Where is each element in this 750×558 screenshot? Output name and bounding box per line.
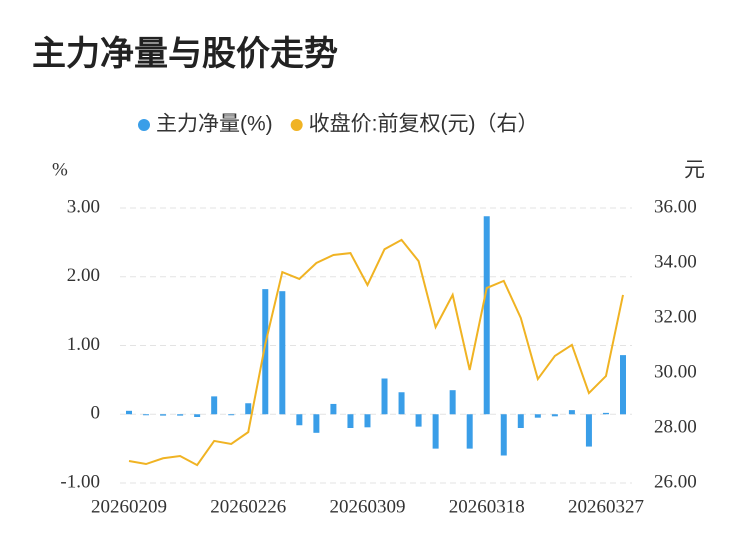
legend-marker [138, 119, 150, 131]
bar [551, 414, 558, 417]
y-tick-label: 3.00 [67, 196, 100, 217]
x-tick-label: 20260309 [329, 496, 405, 517]
bar [568, 410, 575, 415]
x-tick-label: 20260318 [449, 496, 525, 517]
bar [398, 392, 405, 415]
y-axis-label: % [52, 159, 68, 180]
bar [500, 414, 507, 456]
bar [364, 414, 371, 428]
bar [262, 289, 269, 415]
chart-title: 主力净量与股价走势 [32, 35, 338, 73]
bar [330, 403, 337, 415]
bar [432, 414, 439, 449]
bar [211, 396, 218, 415]
bar [381, 378, 388, 415]
bar [228, 414, 235, 416]
bar [296, 414, 303, 426]
bar [347, 414, 354, 428]
bar [313, 414, 320, 433]
bar [534, 414, 541, 418]
x-tick-label: 20260226 [210, 496, 286, 517]
bar [194, 414, 201, 417]
bar [126, 410, 132, 415]
bar [483, 216, 490, 415]
y2-tick-label: 34.00 [654, 251, 697, 272]
bar [415, 414, 422, 427]
legend-marker [290, 119, 303, 131]
bar [466, 414, 473, 449]
y-tick-label: 1.00 [67, 334, 100, 355]
y2-tick-label: 36.00 [654, 196, 697, 217]
bar [143, 414, 150, 416]
x-tick-label: 20260209 [91, 496, 167, 517]
bar [449, 390, 456, 415]
y-tick-label: 0 [91, 403, 101, 424]
y2-tick-label: 26.00 [654, 471, 697, 492]
bar [160, 414, 167, 416]
legend-label: 主力净量(%) [156, 113, 273, 136]
bar [602, 412, 609, 415]
bar [585, 414, 592, 447]
legend-label: 收盘价:前复权(元)（右） [309, 113, 539, 136]
y2-axis-label: 元 [684, 159, 705, 182]
y-tick-label: -1.00 [60, 471, 100, 492]
bar [245, 403, 252, 415]
bar [177, 414, 184, 416]
y2-tick-label: 28.00 [654, 416, 697, 437]
y2-tick-label: 30.00 [654, 361, 697, 382]
y2-tick-label: 32.00 [654, 306, 697, 327]
bar [279, 291, 286, 415]
price-line [128, 238, 624, 467]
bar [517, 414, 524, 428]
y-tick-label: 2.00 [67, 265, 100, 286]
bar [620, 355, 626, 415]
x-tick-label: 20260327 [568, 496, 644, 517]
